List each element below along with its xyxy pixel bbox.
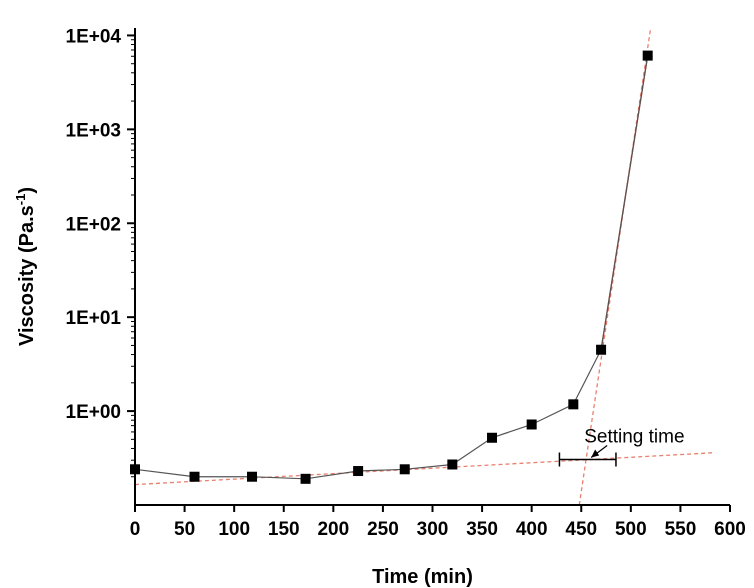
x-tick-label: 500 — [615, 519, 647, 540]
data-point — [300, 473, 311, 484]
data-point — [447, 459, 458, 470]
x-tick-label: 450 — [565, 519, 597, 540]
data-point — [189, 471, 200, 482]
series-line — [134, 55, 649, 480]
data-series — [130, 50, 653, 484]
fit-line — [135, 452, 714, 486]
x-axis-title: Time (min) — [372, 566, 473, 588]
y-axis-title-superscript: -1 — [13, 194, 28, 206]
data-point — [642, 50, 653, 61]
y-axis-title: Viscosity (Pa.s-1) — [13, 187, 38, 346]
data-point — [487, 432, 497, 443]
y-tick-label: 1E+01 — [66, 308, 122, 329]
x-tick-label: 550 — [665, 519, 697, 540]
y-tick-label: 1E+02 — [66, 214, 121, 235]
data-point — [353, 466, 364, 477]
x-tick-label: 0 — [130, 519, 141, 540]
x-tick-label: 50 — [174, 519, 195, 540]
x-tick-label: 350 — [466, 519, 498, 540]
y-tick-label: 1E+04 — [66, 26, 122, 47]
y-ticks: 1E+00 1E+01 1E+02 1E+03 1E+04 — [66, 26, 135, 478]
annotation-label: Setting time — [584, 427, 684, 448]
x-tick-label: 600 — [714, 519, 746, 540]
annotation-arrowhead — [591, 449, 600, 458]
setting-time-annotation: Setting time — [558, 427, 685, 467]
y-tick-label: 1E+03 — [66, 120, 121, 141]
x-tick-label: 250 — [367, 519, 399, 540]
data-point — [399, 464, 410, 475]
x-tick-label: 200 — [317, 519, 349, 540]
y-axis-title-main: Viscosity (Pa.s — [16, 205, 38, 346]
data-point — [526, 419, 537, 430]
y-axis-title-close: ) — [16, 187, 38, 194]
data-point — [247, 471, 258, 482]
data-point — [596, 344, 607, 355]
x-tick-label: 400 — [516, 519, 548, 540]
fit-line — [578, 27, 652, 505]
x-tick-label: 300 — [417, 519, 449, 540]
data-point — [568, 399, 579, 410]
y-tick-label: 1E+00 — [66, 402, 121, 423]
x-ticks: 0 50 100 150 200 250 300 350 400 450 500 550 600 — [130, 505, 746, 540]
x-tick-label: 150 — [268, 519, 300, 540]
x-tick-label: 100 — [218, 519, 250, 540]
